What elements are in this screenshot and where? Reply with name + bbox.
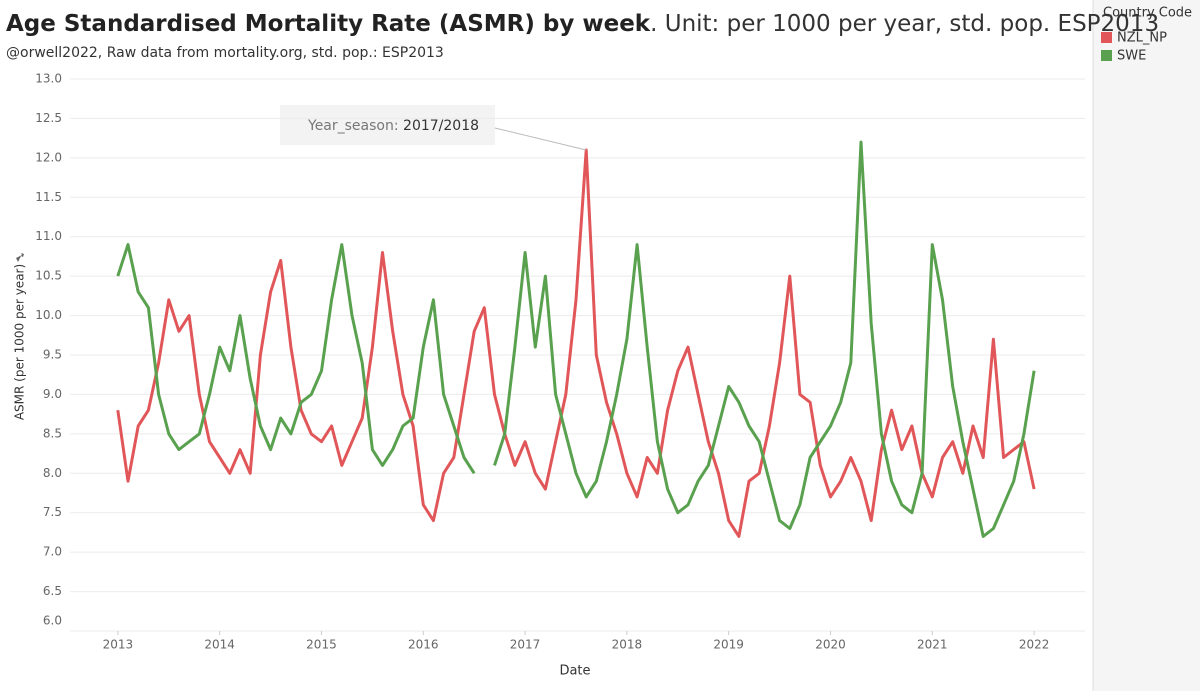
annotation-label: Year_season: xyxy=(307,118,399,134)
annotation-box xyxy=(280,105,495,145)
x-axis-label: Date xyxy=(559,664,590,679)
series-line xyxy=(116,148,1036,538)
legend-swatch xyxy=(1101,32,1112,43)
annotation-value: 2017/2018 xyxy=(403,118,479,134)
y-tick-label: 11.5 xyxy=(35,190,62,204)
y-tick-label: 7.5 xyxy=(43,505,62,519)
x-tick-label: 2015 xyxy=(306,638,337,652)
subtitle: @orwell2022, Raw data from mortality.org… xyxy=(6,45,444,61)
y-tick-label: 6.5 xyxy=(43,584,62,598)
y-tick-label: 8.5 xyxy=(43,426,62,440)
chart-title: Age Standardised Mortality Rate (ASMR) b… xyxy=(6,11,1159,37)
y-axis-label: ASMR (per 1000 per year) xyxy=(13,264,27,420)
title-main: Age Standardised Mortality Rate (ASMR) b… xyxy=(6,11,651,37)
annotation: Year_season: 2017/2018 xyxy=(307,118,479,134)
y-tick-label: 6.0 xyxy=(43,614,62,628)
x-tick-label: 2013 xyxy=(103,638,134,652)
legend-label: SWE xyxy=(1117,49,1146,64)
x-tick-label: 2021 xyxy=(917,638,948,652)
y-tick-label: 11.0 xyxy=(35,229,62,243)
x-tick-label: 2014 xyxy=(204,638,235,652)
x-tick-label: 2018 xyxy=(612,638,643,652)
legend-swatch xyxy=(1101,50,1112,61)
y-tick-label: 9.0 xyxy=(43,387,62,401)
title-suffix: . Unit: per 1000 per year, std. pop. ESP… xyxy=(650,11,1159,37)
y-tick-label: 9.5 xyxy=(43,348,62,362)
y-tick-label: 10.0 xyxy=(35,308,62,322)
y-tick-label: 13.0 xyxy=(35,72,62,86)
x-tick-label: 2020 xyxy=(815,638,846,652)
x-tick-label: 2017 xyxy=(510,638,541,652)
x-tick-label: 2016 xyxy=(408,638,439,652)
pin-icon xyxy=(16,253,24,262)
annotation-leader xyxy=(494,127,587,151)
side-panel xyxy=(1093,0,1200,691)
series-line xyxy=(116,140,1036,538)
y-tick-label: 12.0 xyxy=(35,150,62,164)
y-tick-label: 8.0 xyxy=(43,466,62,480)
y-tick-label: 12.5 xyxy=(35,111,62,125)
y-tick-label: 10.5 xyxy=(35,269,62,283)
y-tick-label: 7.0 xyxy=(43,545,62,559)
legend-label: NZL_NP xyxy=(1117,31,1167,46)
x-tick-label: 2019 xyxy=(713,638,744,652)
legend-title: Country Code xyxy=(1103,6,1192,21)
x-tick-label: 2022 xyxy=(1019,638,1050,652)
